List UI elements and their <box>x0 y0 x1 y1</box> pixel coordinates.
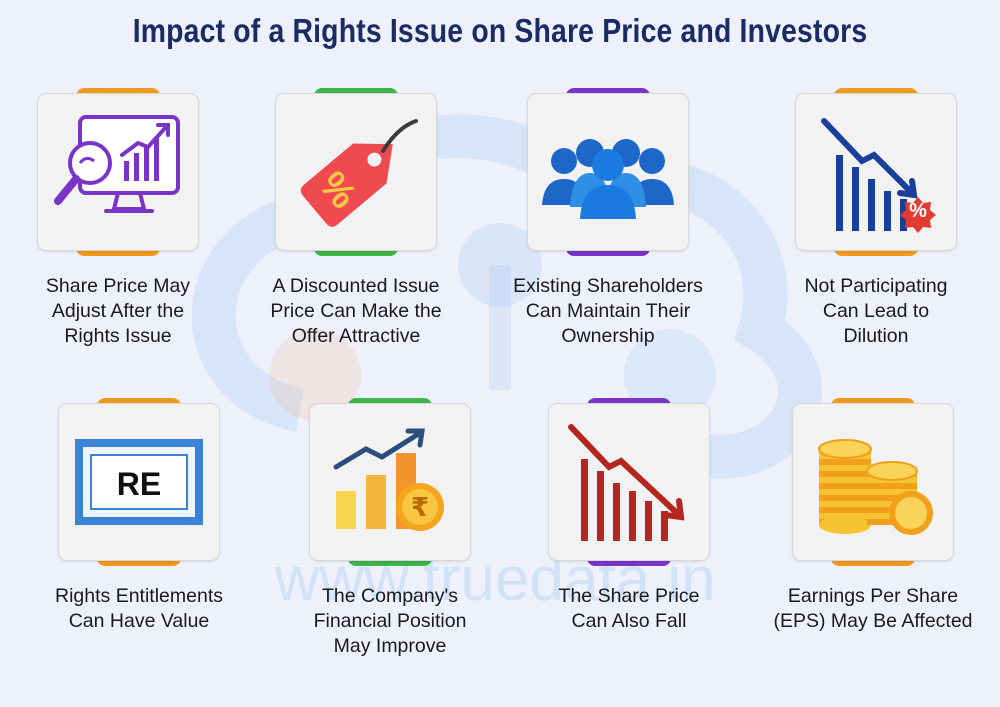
falling-bars-icon <box>568 424 685 541</box>
re-badge-text: RE <box>117 466 161 502</box>
analytics-monitor-icon <box>54 115 180 213</box>
card-label: Earnings Per Share (EPS) May Be Affected <box>773 585 973 632</box>
card-label: A Discounted Issue Price Can Make the Of… <box>270 275 442 347</box>
card-financial-position: ₹ The Company's Financial Position May I… <box>290 398 490 659</box>
card-dilution: % Not Participating Can Lead to Dilution <box>776 88 976 349</box>
card-label: The Company's Financial Position May Imp… <box>313 585 467 657</box>
svg-text:₹: ₹ <box>411 493 429 523</box>
re-certificate-icon: RE <box>75 439 203 525</box>
card-rights-entitlements: RE Rights Entitlements Can Have Value <box>39 398 239 634</box>
card-label: Not Participating Can Lead to Dilution <box>804 275 948 347</box>
shareholders-group-icon <box>542 139 674 219</box>
growth-bars-rupee-icon: ₹ <box>333 428 444 531</box>
page-title: Impact of a Rights Issue on Share Price … <box>132 12 868 49</box>
card-discounted-price: % A Discounted Issue Price Can Make the … <box>256 88 456 349</box>
discount-tag-icon: % <box>300 119 418 227</box>
card-label: The Share Price Can Also Fall <box>558 585 700 632</box>
svg-text:%: % <box>909 200 927 222</box>
card-label: Rights Entitlements Can Have Value <box>55 585 223 632</box>
card-label: Existing Shareholders Can Maintain Their… <box>513 275 703 347</box>
card-share-price-fall: The Share Price Can Also Fall <box>529 398 729 634</box>
card-label: Share Price May Adjust After the Rights … <box>45 275 191 347</box>
card-share-price-adjust: Share Price May Adjust After the Rights … <box>18 88 218 349</box>
card-shareholders: Existing Shareholders Can Maintain Their… <box>508 88 708 349</box>
card-eps: Earnings Per Share (EPS) May Be Affected <box>773 398 973 634</box>
falling-chart-percent-icon: % <box>821 118 936 233</box>
coin-stacks-icon <box>818 439 933 535</box>
